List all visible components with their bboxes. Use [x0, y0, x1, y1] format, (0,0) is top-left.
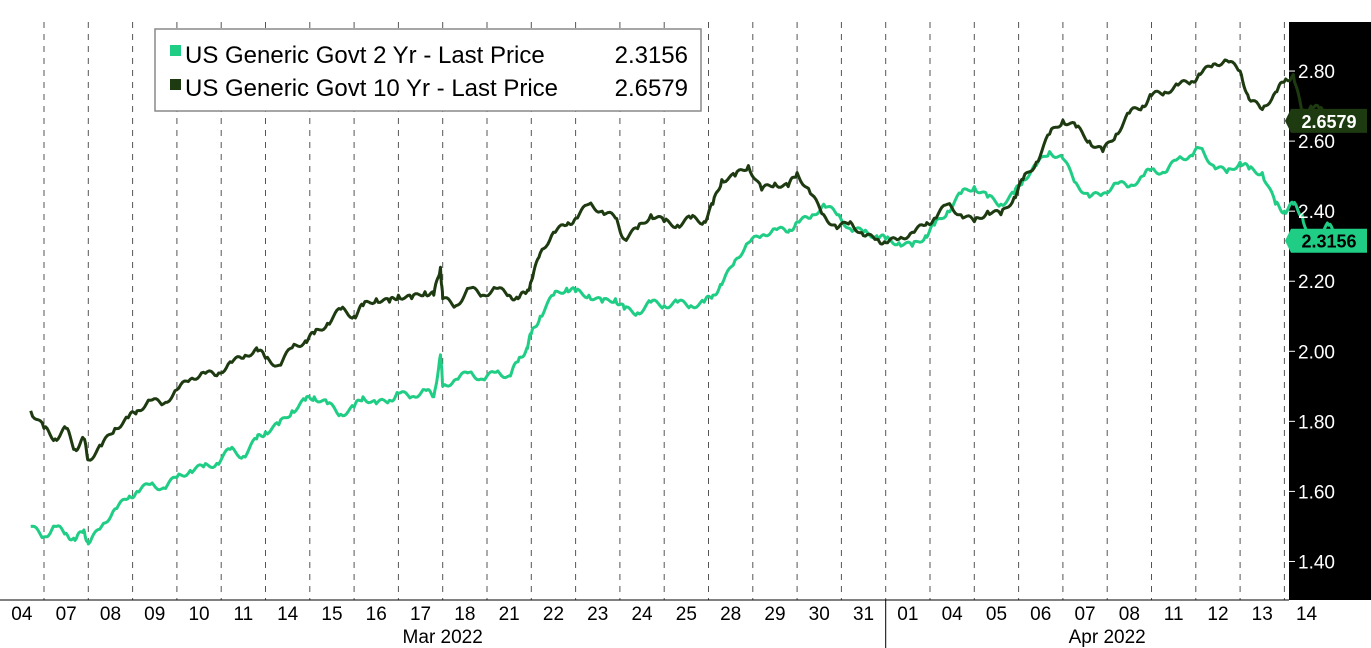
x-tick-label: 04 [942, 604, 964, 625]
x-tick-label: 23 [587, 604, 608, 625]
x-tick-label: 14 [277, 604, 299, 625]
x-tick-label: 13 [1252, 604, 1273, 625]
x-tick-label: 08 [1119, 604, 1140, 625]
last-price-tag-label-0: 2.3156 [1301, 232, 1356, 252]
x-tick-label: 07 [56, 604, 77, 625]
month-label: Apr 2022 [1069, 627, 1146, 648]
x-tick-label: 24 [631, 604, 653, 625]
y-axis: 1.40 1.60 1.80 2.00 2.20 2.40 2.60 2.80 [1289, 62, 1335, 573]
y-tick-label: 2.60 [1298, 132, 1335, 153]
x-tick-label: 17 [410, 604, 431, 625]
y-tick-label: 2.00 [1298, 342, 1335, 363]
last-price-tag-1 [1285, 108, 1367, 133]
x-tick-label: 11 [1164, 604, 1184, 625]
y-tick-label: 1.40 [1298, 552, 1335, 573]
y-tick-label: 2.80 [1298, 62, 1335, 83]
legend-swatch-10yr [170, 79, 181, 90]
legend-label-2yr: US Generic Govt 2 Yr - Last Price [185, 42, 545, 69]
month-label: Mar 2022 [403, 627, 483, 648]
x-tick-label: 11 [233, 604, 253, 625]
y-tick-label: 1.60 [1298, 482, 1335, 503]
legend-value-10yr: 2.6579 [615, 75, 688, 102]
legend: US Generic Govt 2 Yr - Last Price 2.3156… [154, 28, 702, 112]
x-tick-label: 09 [144, 604, 165, 625]
x-tick-label: 21 [499, 604, 520, 625]
legend-label-10yr: US Generic Govt 10 Yr - Last Price [185, 75, 558, 102]
x-tick-label: 31 [853, 604, 874, 625]
x-tick-label: 06 [1030, 604, 1051, 625]
x-tick-label: 07 [1074, 604, 1095, 625]
x-tick-label: 29 [764, 604, 785, 625]
x-tick-label: 04 [11, 604, 33, 625]
x-tick-label: 16 [366, 604, 387, 625]
x-tick-label: 08 [100, 604, 121, 625]
x-tick-label: 28 [720, 604, 741, 625]
y-tick-label: 2.20 [1298, 272, 1335, 293]
legend-box [154, 28, 702, 112]
series-line-0 [30, 145, 1339, 546]
x-tick-label: 25 [676, 604, 697, 625]
x-tick-label: 12 [1207, 604, 1228, 625]
legend-value-2yr: 2.3156 [615, 42, 688, 69]
x-tick-label: 14 [1296, 604, 1318, 625]
x-tick-label: 01 [897, 604, 918, 625]
last-price-tag-label-1: 2.6579 [1301, 112, 1356, 132]
series-line-1 [29, 58, 1340, 462]
y-tick-label: 1.80 [1298, 412, 1335, 433]
x-tick-label: 05 [986, 604, 1007, 625]
x-tick-label: 18 [454, 604, 475, 625]
y-tick-label: 2.40 [1298, 202, 1335, 223]
vertical-gridlines [43, 22, 1285, 600]
series-lines [29, 58, 1340, 546]
x-axis: 04 07 08 09 10 11 14 15 16 17 18 21 22 23 24 25 28 29 30 31… [11, 600, 1318, 648]
x-tick-label: 15 [321, 604, 342, 625]
x-tick-label: 30 [809, 604, 830, 625]
last-price-tag-0 [1285, 228, 1367, 253]
legend-swatch-2yr [170, 45, 181, 56]
last-price-tags: 2.3156 2.6579 [1285, 108, 1367, 253]
x-tick-label: 10 [188, 604, 209, 625]
x-tick-label: 22 [543, 604, 564, 625]
